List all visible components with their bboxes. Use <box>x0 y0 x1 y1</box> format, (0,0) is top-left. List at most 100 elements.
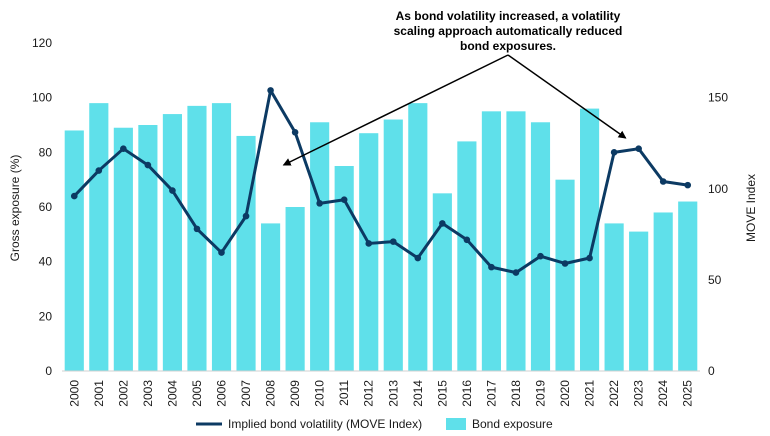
x-tick-label: 2016 <box>460 380 474 407</box>
bar-2024 <box>653 212 673 371</box>
bar-2010 <box>310 122 330 372</box>
bar-2005 <box>187 105 207 372</box>
x-tick-label: 2005 <box>190 380 204 407</box>
bar-2001 <box>89 103 109 371</box>
x-tick-label: 2022 <box>607 380 621 407</box>
bar-2006 <box>211 103 232 371</box>
move-point-2016 <box>463 236 471 244</box>
move-point-2003 <box>144 161 152 169</box>
x-tick-label: 2011 <box>337 380 351 406</box>
bar-2021 <box>580 108 600 371</box>
x-tick-label: 2019 <box>534 380 548 407</box>
move-point-2014 <box>414 254 422 262</box>
left-tick-label: 120 <box>32 36 52 50</box>
left-tick-label: 20 <box>39 309 53 323</box>
move-index-line <box>73 88 688 275</box>
move-point-2011 <box>340 196 348 204</box>
x-tick-label: 2012 <box>362 380 376 407</box>
bar-2008 <box>261 223 281 371</box>
move-point-2007 <box>242 212 250 220</box>
annotation: As bond volatility increased, a volatili… <box>282 9 627 166</box>
right-tick-label: 100 <box>708 182 728 196</box>
left-tick-label: 60 <box>39 200 53 214</box>
move-point-2004 <box>169 187 176 194</box>
bar-2012 <box>359 133 379 371</box>
move-point-2006 <box>218 249 225 256</box>
move-point-2000 <box>70 192 78 200</box>
move-point-2021 <box>586 254 593 262</box>
legend-line-label: Implied bond volatility (MOVE Index) <box>228 417 422 431</box>
x-tick-label: 2001 <box>92 380 106 407</box>
legend-bar-label: Bond exposure <box>472 417 553 431</box>
left-tick-label: 80 <box>39 145 53 159</box>
bar-2014 <box>408 103 428 371</box>
x-tick-label: 2015 <box>435 380 449 407</box>
move-index-line-layer <box>70 87 692 276</box>
bar-2019 <box>530 122 551 372</box>
bar-2016 <box>457 141 477 371</box>
left-tick-label: 0 <box>45 364 52 378</box>
move-point-2017 <box>488 263 495 271</box>
annotation-arrow-left <box>282 54 509 166</box>
x-tick-label: 2000 <box>67 380 81 407</box>
bar-2025 <box>678 201 698 371</box>
bar-2018 <box>506 111 526 371</box>
bar-2015 <box>432 193 452 371</box>
move-point-2009 <box>291 128 299 136</box>
x-tick-label: 2008 <box>264 380 278 407</box>
left-axis-title: Gross exposure (%) <box>8 155 22 262</box>
move-point-2022 <box>610 149 618 156</box>
bar-2013 <box>383 119 403 371</box>
annotation-arrow-right <box>507 54 627 139</box>
x-axis-ticks: 2000 2001 2002 2003 2004 2005 2006 2007 2008 2009… <box>67 380 694 407</box>
annotation-line-2: scaling approach automatically reduced <box>394 24 623 38</box>
bar-2009 <box>285 207 305 371</box>
x-tick-label: 2013 <box>386 380 400 407</box>
move-point-2002 <box>120 145 127 152</box>
x-tick-label: 2009 <box>288 380 302 407</box>
move-point-2001 <box>95 167 103 174</box>
x-tick-label: 2025 <box>681 380 695 407</box>
bar-2003 <box>138 125 158 371</box>
right-tick-label: 150 <box>708 91 728 105</box>
x-tick-label: 2003 <box>141 380 155 407</box>
move-point-2023 <box>635 145 642 152</box>
bar-2017 <box>481 111 501 371</box>
move-point-2012 <box>365 240 373 247</box>
legend: Implied bond volatility (MOVE Index) Bon… <box>196 417 553 431</box>
right-axis-title: MOVE Index <box>744 174 758 242</box>
bar-2011 <box>334 166 354 371</box>
x-tick-label: 2002 <box>116 380 130 407</box>
x-tick-label: 2007 <box>239 380 253 407</box>
move-point-2013 <box>389 238 397 245</box>
x-tick-label: 2021 <box>583 380 597 407</box>
left-tick-label: 100 <box>32 91 52 105</box>
x-tick-label: 2014 <box>411 380 425 407</box>
annotation-line-1: As bond volatility increased, a volatili… <box>396 9 621 23</box>
bar-2020 <box>555 179 575 371</box>
bar-2022 <box>604 223 624 371</box>
x-tick-label: 2020 <box>558 380 572 407</box>
move-point-2020 <box>561 260 569 267</box>
left-tick-label: 40 <box>39 255 53 269</box>
bar-2002 <box>113 127 133 371</box>
left-axis-ticks: 0 20 40 60 80 100 120 <box>32 36 52 378</box>
legend-bar-swatch <box>446 418 466 430</box>
x-tick-label: 2006 <box>215 380 229 407</box>
x-tick-label: 2024 <box>656 380 670 407</box>
move-point-2025 <box>684 181 692 189</box>
right-tick-label: 0 <box>708 364 715 378</box>
move-point-2015 <box>439 220 446 227</box>
x-tick-label: 2018 <box>509 380 523 407</box>
bond-exposure-bars <box>64 103 698 372</box>
x-tick-label: 2010 <box>313 380 327 407</box>
move-point-2008 <box>267 87 274 94</box>
bar-2007 <box>236 135 256 371</box>
move-point-2005 <box>193 225 201 233</box>
annotation-line-3: bond exposures. <box>460 39 556 53</box>
bar-2000 <box>64 130 84 371</box>
right-tick-label: 50 <box>708 273 722 287</box>
bar-2004 <box>162 114 182 371</box>
x-tick-label: 2004 <box>165 380 179 407</box>
